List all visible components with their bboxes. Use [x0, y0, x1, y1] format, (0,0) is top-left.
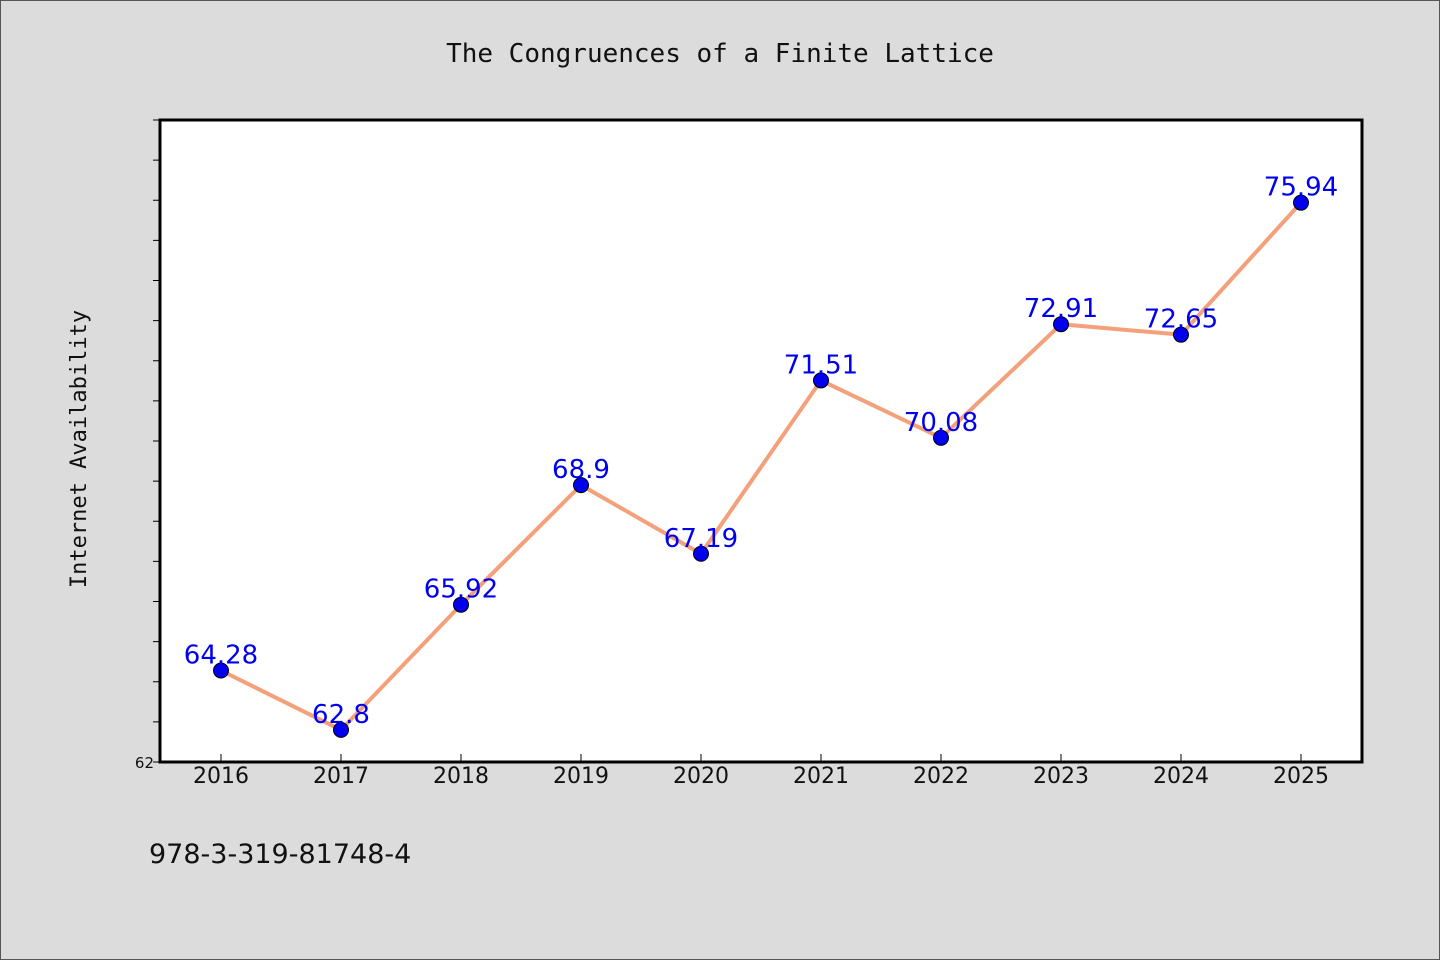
- series-points-group: [213, 194, 1309, 738]
- data-point: [573, 477, 589, 494]
- data-label: 68.9: [552, 455, 610, 485]
- data-label: 62.8: [312, 700, 370, 730]
- x-tick-label: 2018: [433, 764, 489, 789]
- x-tick-label: 2022: [913, 764, 969, 789]
- isbn-footer: 978-3-319-81748-4: [149, 839, 411, 870]
- data-point: [333, 721, 349, 738]
- data-label: 64.28: [184, 641, 258, 671]
- data-label: 65.92: [424, 575, 498, 605]
- data-label: 71.51: [784, 350, 858, 380]
- x-axis-ticks: [220, 754, 1302, 762]
- y-axis-tick-labels: 62: [135, 754, 154, 772]
- data-point: [693, 545, 709, 562]
- data-label: 75.94: [1264, 173, 1338, 203]
- data-label: 72.65: [1144, 305, 1218, 335]
- x-tick-label: 2020: [673, 764, 729, 789]
- x-axis-tick-labels: 2016 2017 2018 2019 2020 2021 2022 2023 2024 2025: [193, 764, 1329, 789]
- chart-title: The Congruences of a Finite Lattice: [446, 39, 994, 69]
- y-axis-ticks: [153, 119, 160, 763]
- data-labels-group: 64.28 62.8 65.92 68.9 67.19 71.51 70.08 72.91 72…: [184, 173, 1338, 730]
- x-tick-label: 2016: [193, 764, 249, 789]
- y-tick-label: 62: [135, 754, 154, 772]
- x-tick-label: 2019: [553, 764, 609, 789]
- data-point: [813, 372, 829, 389]
- x-tick-label: 2021: [793, 764, 849, 789]
- data-label: 67.19: [664, 524, 738, 554]
- x-tick-label: 2025: [1273, 764, 1329, 789]
- data-point: [933, 429, 949, 446]
- plot-area: [158, 118, 1364, 764]
- x-tick-label: 2023: [1033, 764, 1089, 789]
- data-point: [1173, 326, 1189, 343]
- x-tick-label: 2017: [313, 764, 369, 789]
- data-point: [453, 596, 469, 613]
- x-tick-label: 2024: [1153, 764, 1209, 789]
- y-axis-label: Internet Availability: [67, 310, 92, 588]
- data-label: 70.08: [904, 408, 978, 438]
- data-label: 72.91: [1024, 294, 1098, 324]
- series-line: [219, 200, 1303, 732]
- data-point: [1053, 316, 1069, 333]
- data-point: [213, 662, 229, 679]
- data-point: [1293, 194, 1309, 211]
- series-line-group: [219, 200, 1303, 732]
